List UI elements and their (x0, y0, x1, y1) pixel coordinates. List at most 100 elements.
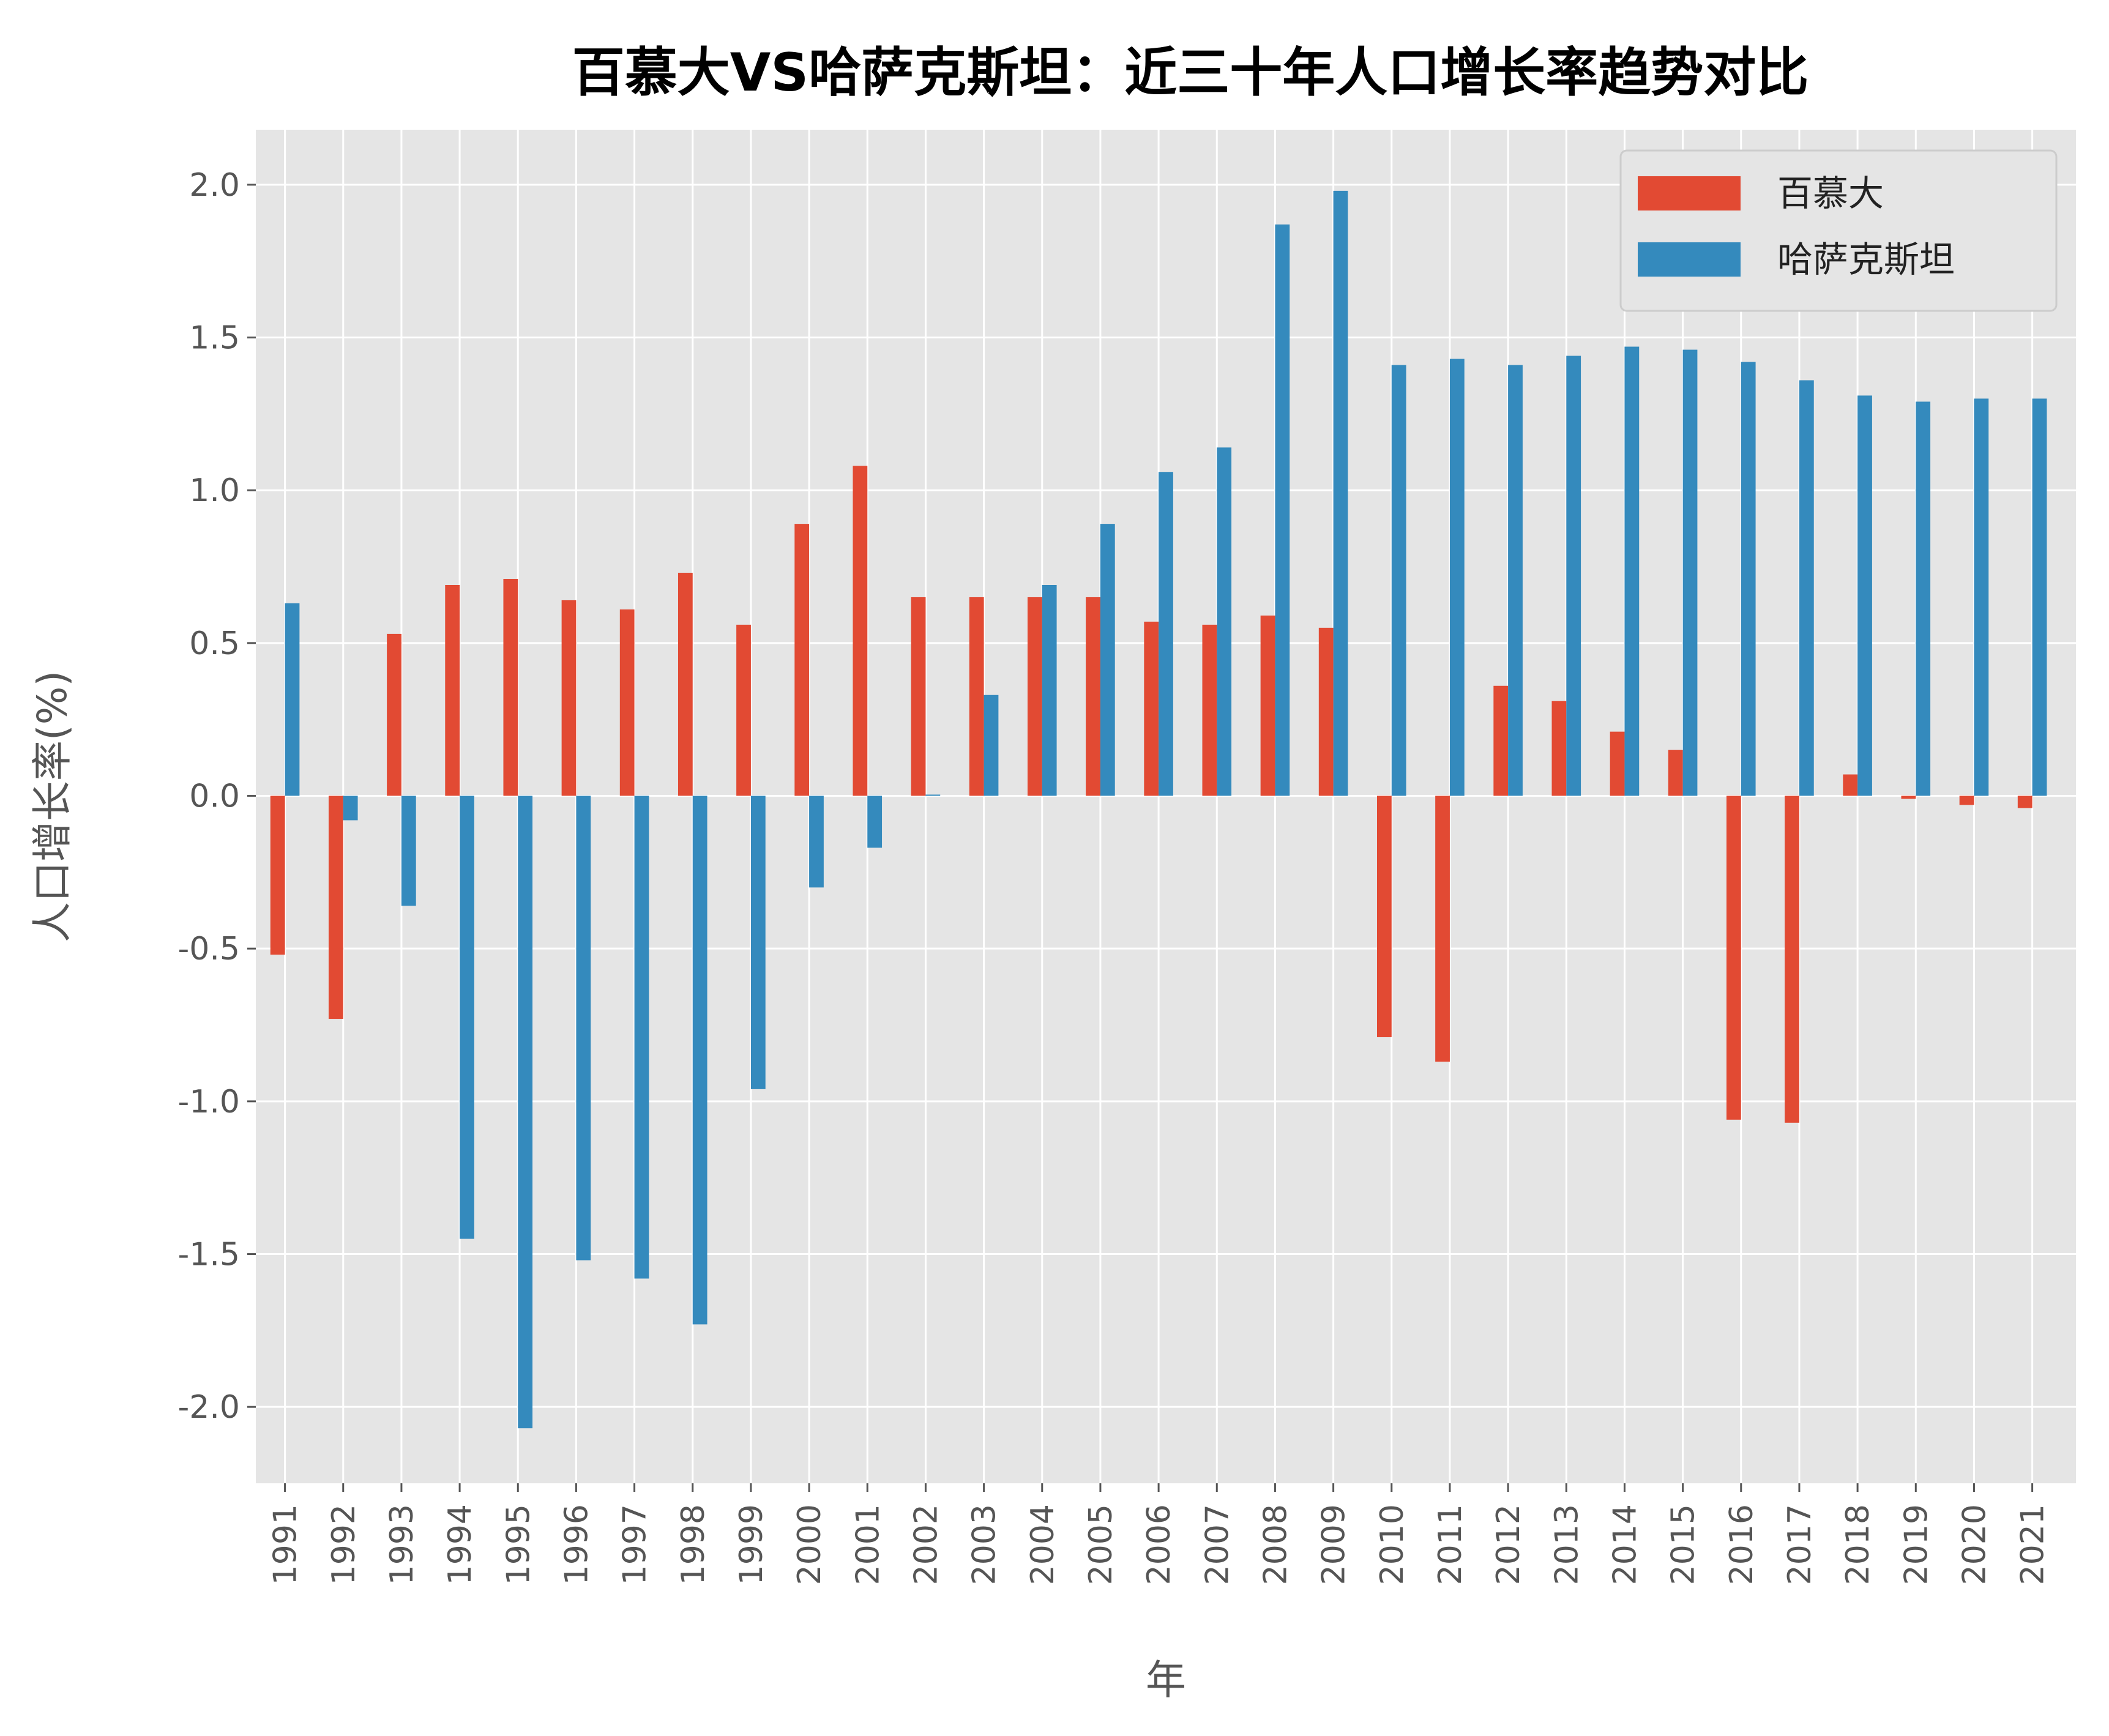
legend-swatch (1638, 242, 1741, 277)
x-tick-label: 2009 (1316, 1504, 1353, 1585)
x-tick-label: 1991 (267, 1504, 304, 1585)
x-tick-label: 2000 (791, 1504, 828, 1585)
bar-bermuda-2000 (794, 524, 810, 796)
x-tick-label: 1992 (326, 1504, 362, 1585)
bar-kazakhstan-2017 (1799, 380, 1814, 796)
x-tick-label: 1998 (675, 1504, 712, 1585)
bar-kazakhstan-1991 (285, 603, 300, 796)
bar-bermuda-2006 (1144, 621, 1159, 796)
bar-kazakhstan-1992 (343, 795, 358, 821)
bar-bermuda-2009 (1318, 627, 1334, 796)
x-tick-label: 2013 (1548, 1504, 1585, 1585)
bar-bermuda-2008 (1260, 615, 1275, 796)
y-axis-title: 人口增长率(%) (29, 671, 76, 942)
bar-kazakhstan-2018 (1857, 395, 1872, 796)
y-axis: -2.0 -1.5 -1.0 -0.5 0.0 0.5 1.0 1.5 2.0 (178, 167, 256, 1426)
bar-bermuda-2007 (1202, 624, 1217, 796)
x-tick-label: 2017 (1782, 1504, 1818, 1585)
y-tick-label: -0.5 (178, 931, 240, 967)
bar-bermuda-1997 (619, 609, 635, 796)
x-tick-label: 2005 (1083, 1504, 1119, 1585)
bar-bermuda-2004 (1027, 597, 1042, 796)
x-tick-label: 2002 (908, 1504, 944, 1585)
x-tick-label: 1995 (500, 1504, 537, 1585)
bar-bermuda-2003 (969, 597, 984, 796)
x-tick-label: 1999 (733, 1504, 770, 1585)
bar-kazakhstan-2007 (1217, 447, 1232, 796)
x-tick-label: 2006 (1141, 1504, 1178, 1585)
bar-kazakhstan-1994 (460, 795, 474, 1239)
y-tick-label: -1.0 (178, 1084, 240, 1120)
x-tick-label: 2004 (1025, 1504, 1061, 1585)
bar-kazakhstan-2004 (1042, 584, 1057, 796)
bar-kazakhstan-2020 (1974, 398, 1989, 796)
bar-bermuda-2016 (1726, 795, 1741, 1120)
bar-bermuda-2010 (1376, 795, 1392, 1037)
plot-area (256, 130, 2076, 1483)
y-tick-label: 2.0 (189, 167, 240, 204)
bar-bermuda-2014 (1610, 731, 1625, 796)
x-tick-label: 2019 (1898, 1504, 1935, 1585)
y-tick-label: -1.5 (178, 1237, 240, 1273)
bar-bermuda-1994 (445, 584, 460, 796)
bar-kazakhstan-2014 (1624, 346, 1640, 796)
legend-swatch (1638, 176, 1741, 210)
x-tick-label: 2016 (1723, 1504, 1760, 1585)
bar-bermuda-2018 (1843, 774, 1858, 796)
chart-title: 百慕大VS哈萨克斯坦：近三十年人口增长率趋势对比 (572, 42, 1809, 103)
legend-label: 百慕大 (1777, 173, 1884, 214)
bar-bermuda-1991 (270, 795, 285, 955)
x-tick-label: 2015 (1665, 1504, 1702, 1585)
x-tick-label: 2014 (1607, 1504, 1643, 1585)
x-tick-label: 1993 (384, 1504, 420, 1585)
x-tick-label: 2018 (1840, 1504, 1876, 1585)
bar-kazakhstan-1995 (518, 795, 533, 1429)
bar-kazakhstan-2010 (1391, 365, 1406, 796)
x-tick-label: 2020 (1956, 1504, 1993, 1585)
legend-label: 哈萨克斯坦 (1777, 239, 1955, 280)
x-tick-label: 1997 (617, 1504, 654, 1585)
bar-kazakhstan-2006 (1159, 472, 1173, 796)
bar-kazakhstan-1996 (576, 795, 591, 1261)
bar-kazakhstan-1999 (750, 795, 766, 1089)
bar-kazakhstan-2021 (2032, 398, 2047, 796)
bar-kazakhstan-2008 (1275, 224, 1290, 796)
bar-kazakhstan-2005 (1100, 524, 1115, 796)
bar-kazakhstan-1993 (401, 795, 416, 906)
bar-kazakhstan-2000 (809, 795, 824, 888)
x-tick-label: 2021 (2015, 1504, 2051, 1585)
y-tick-label: 0.0 (189, 778, 240, 815)
bar-bermuda-2013 (1551, 701, 1567, 796)
x-tick-label: 2003 (966, 1504, 1003, 1585)
x-axis: 1991 1992 1993 1994 1995 1996 1997 1998 1999 2000… (267, 1483, 2051, 1585)
x-tick-label: 2001 (849, 1504, 886, 1585)
bar-bermuda-2005 (1086, 597, 1100, 796)
bar-bermuda-1998 (677, 573, 693, 796)
bar-kazakhstan-2016 (1741, 362, 1756, 796)
bar-bermuda-2020 (1959, 795, 1974, 805)
bar-bermuda-2021 (2017, 795, 2032, 808)
bar-bermuda-2019 (1901, 795, 1916, 799)
x-tick-label: 2012 (1490, 1504, 1527, 1585)
bar-kazakhstan-1997 (634, 795, 649, 1279)
bar-bermuda-1993 (387, 633, 401, 796)
bar-bermuda-2012 (1493, 685, 1509, 796)
bar-bermuda-2002 (911, 597, 926, 796)
bar-kazakhstan-2019 (1916, 401, 1931, 796)
bar-kazakhstan-2009 (1333, 190, 1348, 796)
y-tick-label: -2.0 (178, 1389, 240, 1426)
bar-bermuda-1999 (736, 624, 751, 796)
y-tick-label: 0.5 (189, 625, 240, 662)
bar-bermuda-1996 (561, 600, 577, 796)
x-axis-title: 年 (1146, 1656, 1186, 1704)
x-tick-label: 2007 (1199, 1504, 1236, 1585)
bar-kazakhstan-2002 (925, 794, 941, 796)
bar-kazakhstan-2015 (1682, 349, 1698, 796)
bar-kazakhstan-2013 (1566, 356, 1581, 796)
bar-kazakhstan-2012 (1508, 365, 1523, 796)
x-tick-label: 2008 (1257, 1504, 1294, 1585)
y-tick-label: 1.5 (189, 320, 240, 357)
